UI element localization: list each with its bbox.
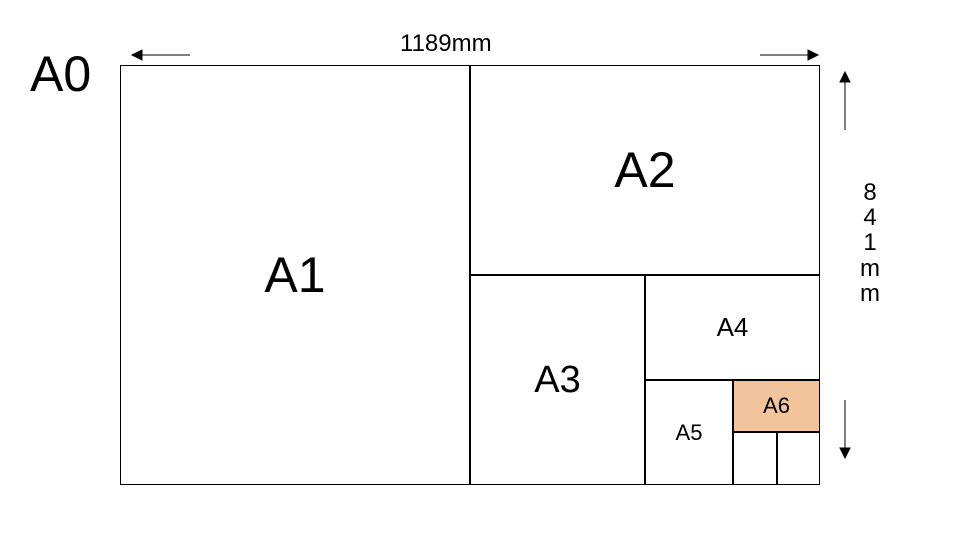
cell-a1-label: A1 (264, 246, 325, 304)
paper-size-diagram: A0 1189mm 8 4 1 m m A1 A2 A3 A4 (0, 0, 960, 540)
cell-a3-label: A3 (534, 359, 580, 402)
cell-a2-label: A2 (614, 141, 675, 199)
cell-a4: A4 (645, 275, 820, 380)
cell-a7-left (733, 432, 777, 485)
cell-a6: A6 (733, 380, 820, 432)
cell-a7-right (777, 432, 820, 485)
width-arrowhead-right (808, 50, 818, 60)
height-arrowhead-bottom (840, 448, 850, 458)
height-arrowhead-top (840, 72, 850, 82)
cell-a1: A1 (120, 65, 470, 485)
cell-a2: A2 (470, 65, 820, 275)
cell-a6-label: A6 (763, 393, 790, 419)
cell-a5-label: A5 (676, 420, 703, 446)
width-arrowhead-left (132, 50, 142, 60)
cell-a4-label: A4 (717, 312, 749, 343)
cell-a5: A5 (645, 380, 733, 485)
cell-a3: A3 (470, 275, 645, 485)
